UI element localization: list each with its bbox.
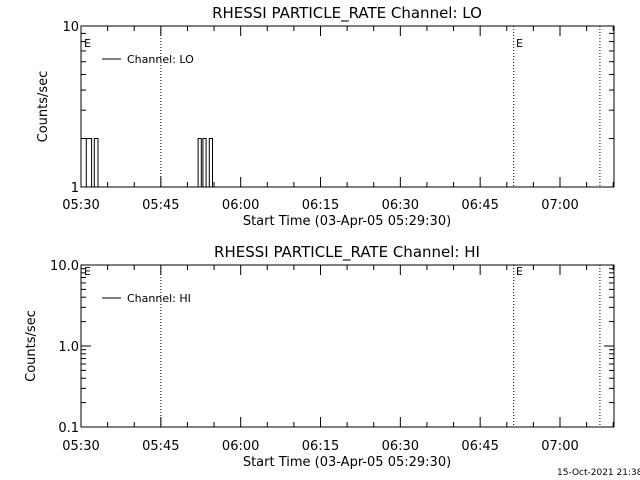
- x-tick-label: 06:00: [222, 198, 259, 213]
- x-tick-label: 06:15: [302, 198, 339, 213]
- legend-entry: Channel: HI: [127, 292, 191, 305]
- panel-hi: RHESSI PARTICLE_RATE Channel: HI 05:30 05:…: [24, 243, 615, 470]
- event-marker: E: [84, 37, 91, 50]
- x-tick-label: 06:30: [382, 439, 419, 454]
- event-marker: E: [516, 265, 523, 278]
- x-tick-label: 06:00: [222, 439, 259, 454]
- chart-title: RHESSI PARTICLE_RATE Channel: HI: [214, 243, 480, 262]
- event-marker: E: [84, 265, 91, 278]
- x-tick-label: 05:45: [142, 198, 179, 213]
- x-tick-label: 05:30: [62, 439, 99, 454]
- y-tick-label: 0.1: [58, 421, 79, 436]
- x-tick-label: 05:30: [62, 198, 99, 213]
- y-tick-label: 10: [62, 20, 79, 35]
- y-tick-label: 10.0: [50, 259, 79, 274]
- x-tick-label: 06:30: [382, 198, 419, 213]
- x-tick-label: 06:15: [302, 439, 339, 454]
- x-tick-label: 05:45: [142, 439, 179, 454]
- chart-title: RHESSI PARTICLE_RATE Channel: LO: [212, 4, 482, 23]
- y-axis-label: Counts/sec: [24, 310, 39, 382]
- y-axis-label: Counts/sec: [36, 71, 51, 143]
- x-tick-label: 06:45: [461, 439, 498, 454]
- legend-entry: Channel: LO: [127, 53, 194, 66]
- x-axis-label: Start Time (03-Apr-05 05:29:30): [243, 214, 451, 229]
- x-tick-label: 07:00: [541, 439, 578, 454]
- y-tick-label: 1.0: [58, 340, 79, 355]
- panel-lo: RHESSI PARTICLE_RATE Channel: LO 05:30 05:…: [36, 4, 615, 229]
- event-marker: E: [516, 37, 523, 50]
- footer-timestamp: 15-Oct-2021 21:38: [557, 468, 640, 478]
- x-axis-label: Start Time (03-Apr-05 05:29:30): [243, 455, 451, 470]
- x-tick-label: 07:00: [541, 198, 578, 213]
- series-line: [85, 138, 213, 188]
- y-tick-label: 1: [71, 181, 79, 196]
- x-tick-label: 06:45: [461, 198, 498, 213]
